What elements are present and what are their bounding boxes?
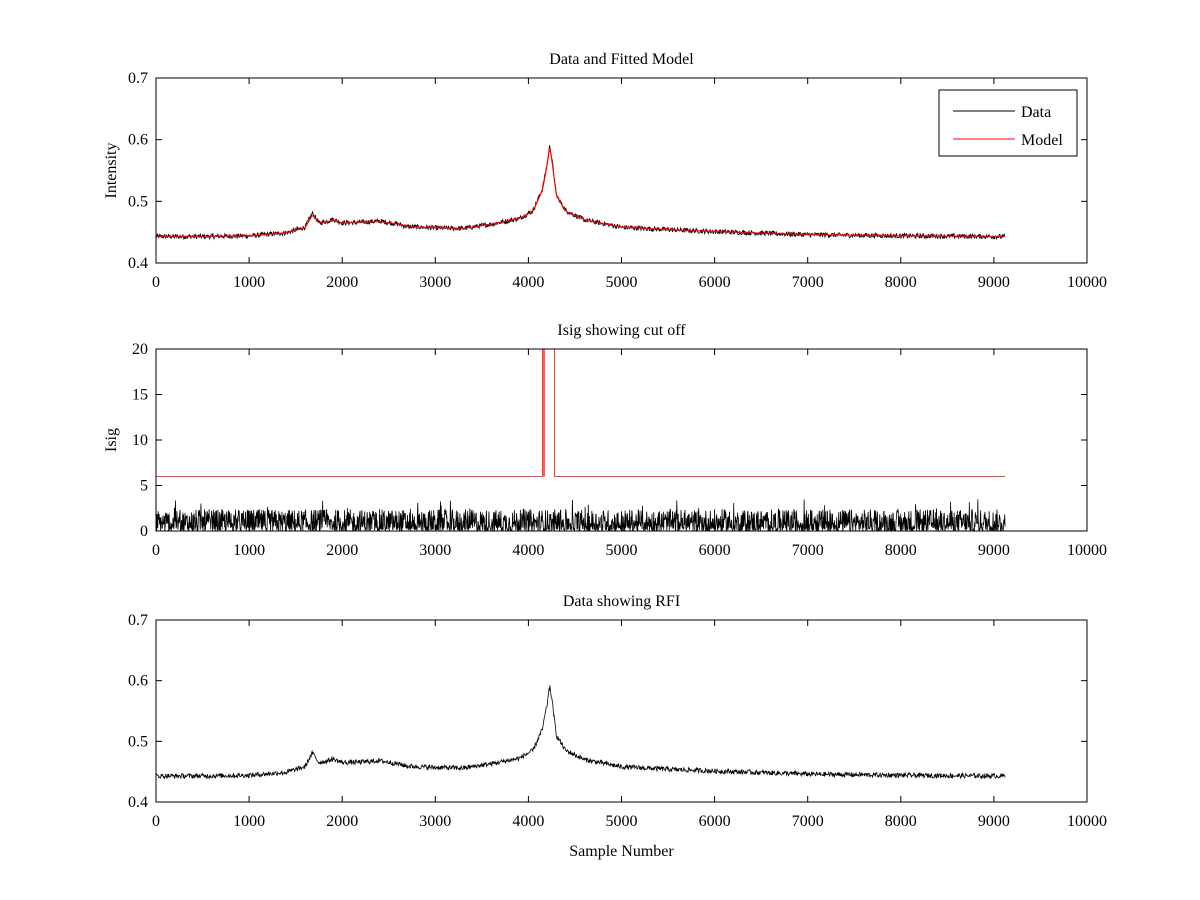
y-axis-label: Isig	[103, 428, 120, 452]
y-tick-label: 0.5	[128, 193, 148, 210]
x-tick-label: 10000	[1067, 542, 1107, 559]
y-tick-label: 0.6	[128, 132, 148, 149]
subplot-title: Data and Fitted Model	[549, 51, 694, 68]
series-cut-off-line	[156, 349, 1006, 477]
y-tick-label: 0.5	[128, 733, 148, 750]
y-tick-label: 15	[132, 387, 148, 404]
x-tick-label: 4000	[512, 274, 544, 291]
y-tick-label: 10	[132, 432, 148, 449]
x-tick-label: 6000	[699, 813, 731, 830]
y-tick-label: 0.6	[128, 673, 148, 690]
x-axis-label: Sample Number	[569, 843, 674, 860]
subplot-3: 0 1000 2000 3000 4000 5000 6000 7000 8000 9000 100…	[128, 593, 1107, 860]
x-tick-label: 7000	[792, 274, 824, 291]
x-tick-label: 10000	[1067, 274, 1107, 291]
x-tick-label: 5000	[606, 813, 638, 830]
y-tick-label: 20	[132, 341, 148, 358]
x-tick-label: 5000	[606, 542, 638, 559]
y-tick-label: 0.4	[128, 255, 148, 272]
x-tick-label: 6000	[699, 274, 731, 291]
series-model-line	[156, 148, 1006, 238]
x-tick-label: 9000	[978, 274, 1010, 291]
x-tick-label: 2000	[326, 813, 358, 830]
series-group	[156, 685, 1006, 780]
x-tick-label: 7000	[792, 542, 824, 559]
x-tick-label: 9000	[978, 813, 1010, 830]
y-tick-label: 0.4	[128, 794, 148, 811]
y-tick-label: 0.7	[128, 612, 148, 629]
x-tick-label: 0	[152, 542, 160, 559]
y-tick-label: 0	[140, 523, 148, 540]
x-tick-label: 1000	[233, 542, 265, 559]
subplot-2: 0 1000 2000 3000 4000 5000 6000 7000 8000 9000 100…	[103, 322, 1107, 559]
x-tick-label: 8000	[885, 813, 917, 830]
x-tick-label: 2000	[326, 274, 358, 291]
x-tick-label: 7000	[792, 813, 824, 830]
legend-label-data: Data	[1021, 104, 1051, 121]
y-tick-label: 0.7	[128, 70, 148, 87]
x-tick-label: 1000	[233, 813, 265, 830]
subplot-title: Data showing RFI	[563, 593, 680, 610]
x-tick-label: 8000	[885, 274, 917, 291]
x-tick-label: 4000	[512, 813, 544, 830]
y-tick-label: 5	[140, 478, 148, 495]
x-tick-label: 10000	[1067, 813, 1107, 830]
series-data-line	[156, 144, 1006, 241]
x-tick-label: 3000	[419, 542, 451, 559]
series-group	[156, 349, 1006, 531]
x-tick-label: 5000	[606, 274, 638, 291]
x-tick-label: 3000	[419, 813, 451, 830]
subplot-title: Isig showing cut off	[557, 322, 686, 339]
series-group	[156, 144, 1006, 241]
x-tick-label: 9000	[978, 542, 1010, 559]
subplot-1: 0 1000 2000 3000 4000 5000 6000 7000 8000 9000 100…	[103, 51, 1107, 291]
x-tick-label: 1000	[233, 274, 265, 291]
x-tick-label: 3000	[419, 274, 451, 291]
legend: Data Model	[938, 89, 1078, 157]
x-tick-label: 4000	[512, 542, 544, 559]
x-tick-label: 2000	[326, 542, 358, 559]
x-tick-label: 6000	[699, 542, 731, 559]
y-axis-label: Intensity	[103, 143, 120, 199]
series-isig-line	[156, 499, 1006, 531]
x-tick-label: 8000	[885, 542, 917, 559]
x-tick-label: 0	[152, 813, 160, 830]
legend-label-model: Model	[1021, 132, 1063, 149]
legend-box	[938, 89, 1078, 157]
series-data-line	[156, 685, 1006, 780]
x-tick-label: 0	[152, 274, 160, 291]
